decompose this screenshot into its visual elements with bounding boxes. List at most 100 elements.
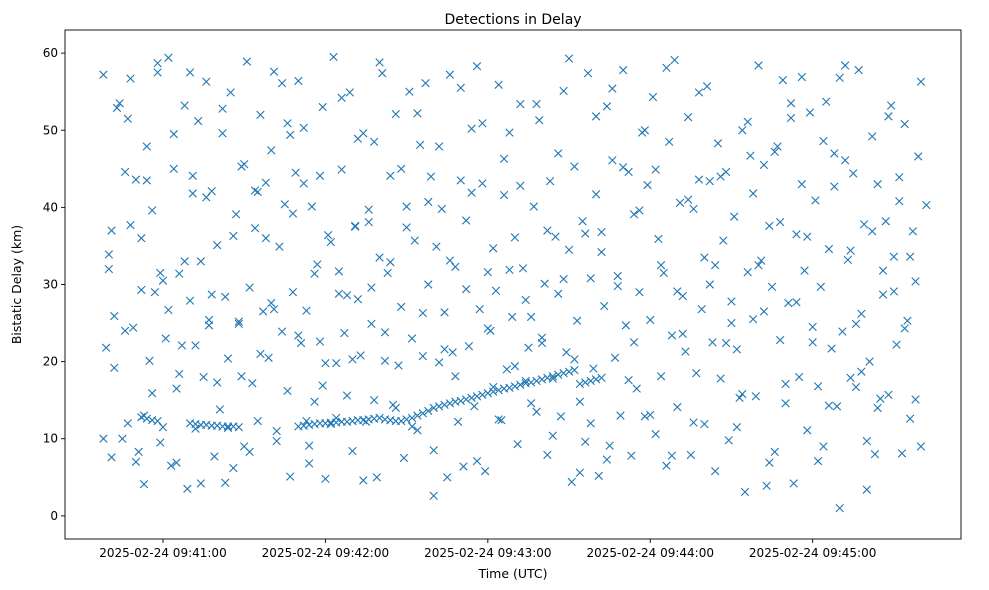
detection-point (564, 54, 574, 63)
detection-point (794, 372, 804, 382)
detection-point (380, 328, 390, 337)
detection-point (310, 397, 319, 406)
detection-point (900, 119, 909, 129)
detection-point (803, 232, 812, 241)
detection-point (551, 232, 560, 241)
detection-point (258, 307, 268, 316)
detection-point (424, 197, 433, 207)
detection-point (654, 234, 663, 244)
track-point (526, 378, 536, 387)
detection-point (689, 418, 698, 427)
detection-point (218, 104, 227, 113)
detection-point (700, 419, 709, 429)
detection-point (667, 331, 677, 340)
detection-point (402, 202, 411, 211)
detection-point (811, 196, 820, 205)
detection-point (221, 292, 230, 302)
detection-point (597, 247, 606, 257)
detection-point (321, 358, 330, 368)
detection-point (678, 291, 687, 301)
detection-point (892, 340, 901, 349)
detection-point (299, 123, 308, 133)
detection-point (548, 431, 557, 440)
detection-point (819, 136, 828, 146)
detection-point (440, 308, 449, 317)
detection-point (147, 389, 157, 398)
detection-point (597, 227, 606, 237)
detection-point (635, 288, 644, 297)
detection-point (516, 181, 525, 190)
detection-point (234, 319, 243, 329)
detection-point (110, 311, 119, 321)
detection-point (299, 179, 308, 188)
detection-point (740, 487, 750, 497)
detection-point (648, 92, 658, 102)
detection-point (126, 220, 135, 230)
detection-point (166, 461, 176, 470)
y-tick-label: 40 (43, 200, 58, 214)
detection-point (156, 438, 165, 447)
detection-point (827, 344, 836, 353)
detection-point (318, 381, 327, 390)
detection-point (838, 327, 847, 336)
detection-point (315, 337, 325, 346)
detection-point (340, 328, 349, 338)
detection-point (283, 119, 292, 128)
detection-point (223, 354, 233, 363)
detection-point (797, 72, 807, 82)
detection-point (643, 180, 652, 190)
detection-point (234, 317, 243, 326)
detection-point (719, 236, 728, 245)
track-point (472, 392, 482, 401)
track-point (581, 378, 590, 387)
detection-point (104, 250, 114, 259)
detection-point (437, 204, 446, 214)
detection-point (613, 271, 622, 281)
detection-point (142, 142, 151, 151)
detection-point (451, 372, 460, 381)
detection-point (797, 180, 807, 189)
detection-point (494, 415, 503, 424)
detection-point (621, 321, 631, 330)
detection-point (808, 338, 817, 347)
detection-point (202, 193, 211, 202)
detection-point (369, 137, 379, 147)
detection-point (221, 478, 230, 487)
detection-point (499, 154, 509, 163)
detection-point (589, 364, 598, 373)
detection-point (640, 412, 650, 421)
detection-point (662, 63, 671, 72)
detection-point (142, 176, 151, 185)
detection-point (540, 279, 549, 288)
detection-point (765, 221, 774, 231)
detection-point (337, 165, 346, 174)
detection-point (862, 485, 871, 494)
detection-point (854, 65, 863, 75)
detection-point (526, 399, 536, 408)
detection-point (711, 466, 720, 476)
track-point (489, 387, 498, 396)
detection-point (659, 268, 668, 278)
detection-point (862, 436, 871, 446)
detection-point (229, 231, 238, 241)
detection-point (646, 315, 655, 325)
x-axis: 2025-02-24 09:41:00 2025-02-24 09:42:00 20… (99, 539, 876, 560)
detection-point (253, 187, 262, 197)
detection-point (583, 68, 593, 78)
detection-point (697, 304, 706, 314)
detection-point (748, 315, 758, 324)
detection-point (101, 343, 111, 352)
detection-point (207, 290, 216, 299)
detection-point (916, 77, 926, 86)
x-tick-label: 2025-02-24 09:42:00 (262, 546, 389, 560)
detection-point (250, 224, 260, 233)
detection-point (581, 229, 590, 238)
detection-point (288, 288, 298, 297)
detection-point (784, 298, 793, 308)
detection-point (843, 255, 853, 265)
detection-point (223, 423, 233, 433)
detection-point (126, 74, 135, 83)
detection-point (732, 422, 742, 432)
detection-point (673, 402, 682, 412)
detection-point (868, 132, 877, 141)
